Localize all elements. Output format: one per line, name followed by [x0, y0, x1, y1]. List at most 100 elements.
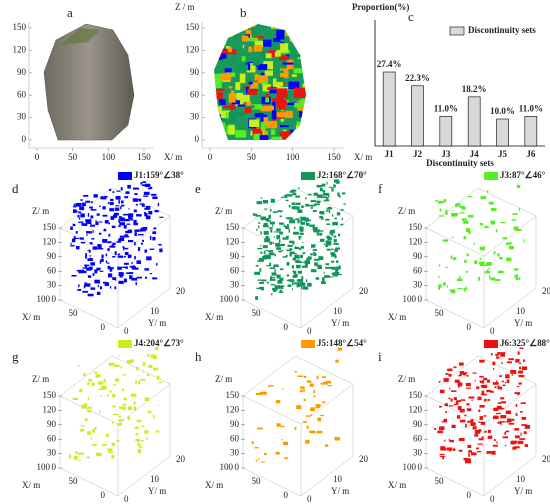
point-cloud — [105, 260, 108, 263]
point-cloud — [83, 403, 88, 407]
point-cloud — [254, 447, 260, 449]
y-tick-label: 0 — [124, 326, 129, 336]
point-cloud — [136, 199, 140, 201]
point-cloud — [138, 446, 143, 448]
point-cloud — [133, 219, 137, 224]
point-cloud — [270, 385, 274, 387]
z-tick-label: 90 — [413, 251, 423, 261]
point-cloud — [89, 255, 92, 257]
legend-label: J4:204°∠73° — [134, 338, 184, 348]
point-cloud — [123, 278, 127, 283]
point-cloud — [125, 230, 130, 234]
z-axis-title: Z/ m — [398, 206, 415, 216]
point-cloud — [297, 220, 303, 222]
point-cloud — [255, 459, 258, 462]
point-cloud — [523, 431, 527, 435]
point-cloud — [445, 411, 448, 414]
point-cloud — [495, 229, 498, 233]
x-tick-label: 100 — [403, 462, 417, 472]
point-cloud — [98, 232, 102, 235]
point-cloud — [325, 244, 329, 248]
value-label: 11.0% — [434, 103, 458, 113]
point-cloud — [331, 253, 336, 257]
point-cloud — [343, 203, 346, 205]
point-cloud — [514, 392, 521, 395]
point-cloud — [272, 211, 278, 214]
point-cloud — [98, 381, 104, 385]
point-cloud — [127, 406, 133, 411]
point-cloud — [78, 459, 81, 462]
point-cloud — [306, 380, 312, 383]
point-cloud — [278, 291, 284, 293]
point-cloud — [330, 260, 335, 263]
point-cloud — [466, 271, 469, 273]
point-cloud — [79, 237, 84, 240]
seg-patch — [280, 107, 285, 115]
point-cloud — [515, 277, 519, 280]
point-cloud — [282, 256, 288, 258]
point-cloud — [499, 386, 503, 390]
box-edge — [242, 299, 302, 329]
point-cloud — [135, 282, 137, 286]
point-cloud — [463, 372, 467, 376]
y-tick-label: 0 — [307, 494, 312, 504]
point-cloud — [97, 247, 104, 250]
seg-patch — [257, 64, 268, 71]
point-cloud — [493, 251, 496, 255]
seg-patch — [305, 132, 306, 140]
point-cloud — [504, 381, 506, 384]
point-cloud — [134, 232, 137, 237]
point-cloud — [500, 421, 502, 425]
point-cloud — [520, 402, 526, 405]
seg-patch — [293, 87, 306, 98]
point-cloud — [335, 359, 339, 363]
point-cloud — [474, 430, 481, 434]
point-cloud — [255, 215, 261, 217]
point-cloud — [468, 396, 475, 399]
z-tick-label: 0 — [418, 462, 423, 472]
seg-patch — [210, 21, 217, 24]
seg-patch — [214, 88, 225, 92]
point-cloud — [95, 220, 97, 224]
box-edge — [59, 355, 113, 397]
point-cloud — [128, 208, 130, 210]
seg-patch — [231, 98, 240, 105]
seg-patch — [253, 44, 263, 52]
seg-patch — [230, 104, 236, 111]
seg-patch — [252, 128, 263, 137]
value-label: 10.0% — [490, 106, 515, 116]
point-cloud — [292, 192, 297, 196]
panel-label: c — [408, 9, 414, 24]
point-cloud — [96, 213, 100, 216]
point-cloud — [333, 239, 337, 243]
point-cloud — [268, 252, 275, 256]
point-cloud — [154, 346, 159, 351]
point-cloud — [135, 433, 139, 436]
point-cloud — [112, 255, 116, 258]
seg-patch — [309, 75, 316, 85]
seg-patch — [215, 24, 226, 30]
point-cloud — [289, 252, 292, 257]
point-cloud — [308, 204, 314, 207]
point-cloud — [506, 257, 510, 259]
point-cloud — [291, 202, 296, 205]
point-cloud — [119, 222, 126, 226]
point-cloud — [256, 201, 262, 204]
point-cloud — [117, 253, 121, 256]
point-cloud — [443, 418, 447, 422]
point-cloud — [140, 242, 144, 245]
point-cloud — [303, 421, 307, 423]
seg-patch — [276, 112, 288, 118]
point-cloud — [451, 236, 454, 239]
point-cloud — [109, 286, 112, 289]
point-cloud — [155, 430, 160, 433]
seg-patch — [306, 33, 316, 38]
point-cloud — [493, 407, 499, 412]
point-cloud — [447, 368, 453, 372]
point-cloud — [271, 276, 276, 278]
point-cloud — [494, 386, 497, 389]
point-cloud — [255, 392, 262, 396]
point-cloud — [104, 195, 108, 198]
seg-patch — [302, 83, 306, 88]
box-edge — [242, 395, 302, 425]
